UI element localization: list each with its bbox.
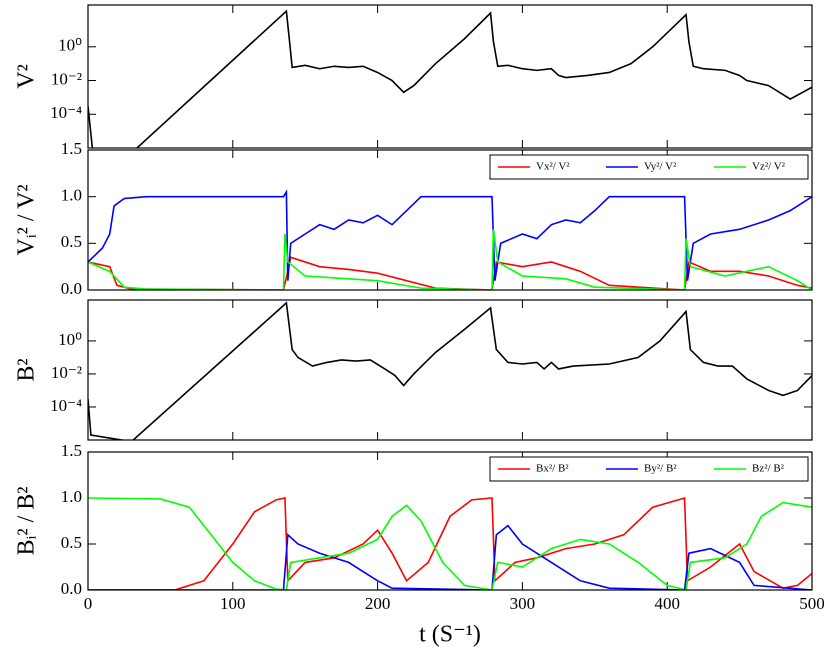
y-tick-label: 10⁰ [58, 36, 82, 55]
legend-label: Vz²/ V² [752, 161, 786, 173]
x-tick-label: 200 [365, 594, 391, 613]
y-tick-label: 0.0 [61, 279, 82, 298]
y-tick-label: 1.5 [61, 441, 82, 460]
y-tick-label: 0.5 [61, 533, 82, 552]
y-tick-label: 10⁰ [58, 330, 82, 349]
plot-frame [87, 451, 813, 591]
plot-frame [87, 299, 813, 441]
y-tick-label: 1.0 [61, 186, 82, 205]
y-axis-label: Bᵢ² / B² [14, 487, 40, 556]
data-line [88, 496, 812, 590]
legend-label: Vy²/ V² [644, 161, 677, 173]
data-line [88, 189, 812, 281]
x-axis-label: t (S⁻¹) [419, 622, 481, 648]
y-tick-label: 10⁻⁴ [50, 396, 82, 415]
data-line [88, 9, 812, 148]
plot-frame [87, 149, 813, 291]
data-line [88, 524, 812, 590]
x-tick-label: 100 [220, 594, 246, 613]
y-axis-label: V² [14, 64, 40, 89]
y-tick-label: 1.5 [61, 139, 82, 158]
y-tick-label: 1.0 [61, 487, 82, 506]
y-tick-label: 10⁻² [51, 363, 82, 382]
legend-box [489, 456, 809, 482]
y-tick-label: 10⁻⁴ [50, 103, 82, 122]
y-tick-label: 10⁻² [51, 69, 82, 88]
plot-frame [87, 4, 813, 149]
y-tick-label: 0.5 [61, 232, 82, 251]
x-tick-label: 300 [510, 594, 536, 613]
data-line [88, 497, 812, 590]
legend-label: Bx²/ B² [536, 463, 569, 475]
x-tick-label: 500 [799, 594, 825, 613]
legend-label: By²/ B² [644, 463, 677, 475]
legend-label: Vx²/ V² [536, 161, 570, 173]
legend-label: Bz²/ B² [752, 463, 785, 475]
data-line [88, 256, 812, 290]
y-tick-label: 0.0 [61, 579, 82, 598]
y-axis-label: B² [14, 358, 40, 381]
x-tick-label: 0 [84, 594, 93, 613]
data-line [88, 301, 812, 440]
x-tick-label: 400 [654, 594, 680, 613]
y-axis-label: Vᵢ² / V² [14, 184, 40, 255]
legend-box [489, 154, 809, 180]
